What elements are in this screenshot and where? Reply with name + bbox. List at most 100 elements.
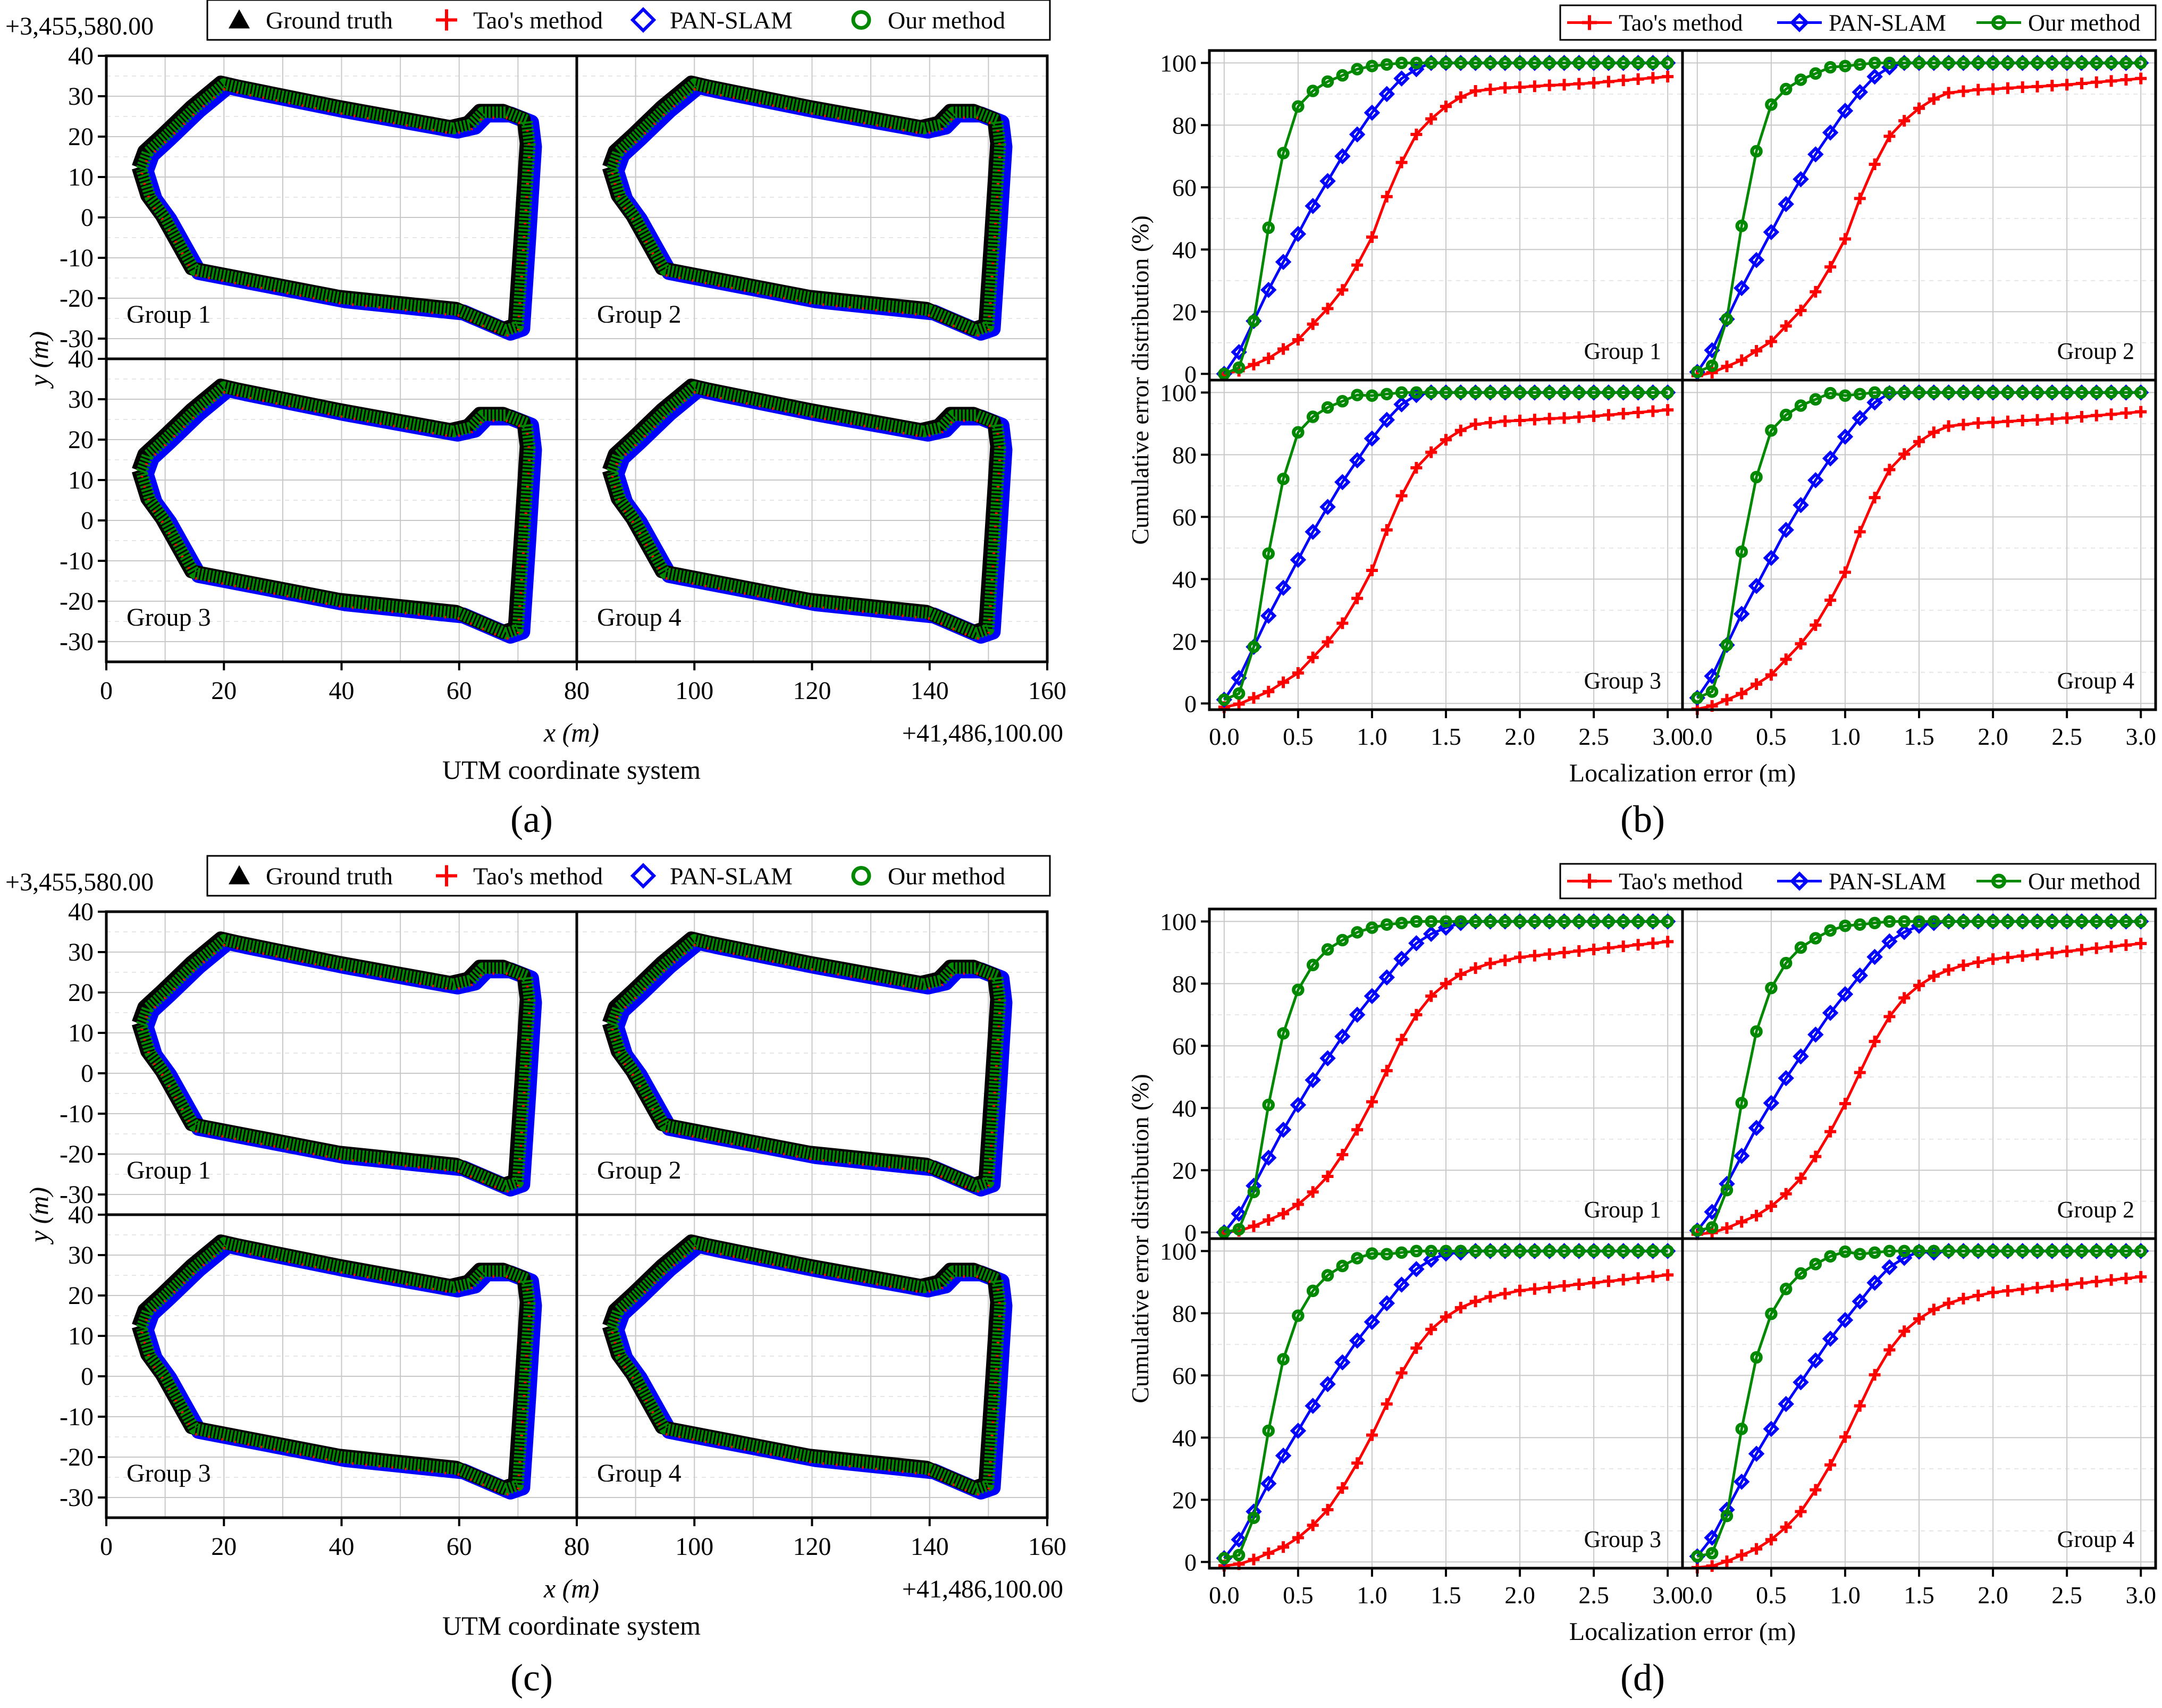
data-point: [1809, 1258, 1822, 1271]
data-point: [2090, 386, 2103, 399]
data-point: [1275, 1122, 1292, 1138]
x-axis-label: Localization error (m): [1569, 1618, 1796, 1646]
data-point: [2090, 56, 2103, 70]
data-point: [1765, 1200, 1777, 1213]
data-point: [1896, 924, 1913, 940]
data-point: [1765, 335, 1777, 348]
data-point: [2105, 56, 2118, 70]
data-point: [1824, 924, 1837, 937]
data-point: [1617, 386, 1630, 399]
data-point: [1248, 1220, 1260, 1232]
data-point: [1260, 608, 1277, 624]
data-point: [1364, 430, 1381, 447]
data-point: [1913, 1244, 1925, 1258]
data-point: [1393, 70, 1410, 87]
legend-label: Our method: [2028, 869, 2140, 895]
data-point: [1734, 1148, 1750, 1164]
group-label: Group 4: [2057, 1526, 2134, 1552]
data-point: [1336, 1482, 1349, 1494]
data-point: [1837, 986, 1854, 1003]
data-point: [1528, 1283, 1541, 1295]
data-point: [1721, 360, 1733, 373]
data-point: [1706, 1560, 1718, 1572]
data-point: [1793, 497, 1809, 514]
data-point: [1957, 1244, 1970, 1258]
x-tick-label: 0.0: [1682, 1581, 1713, 1609]
data-point: [1704, 1529, 1720, 1546]
legend: Ground truth Tao's method PAN-SLAM Our meth…: [206, 0, 1051, 41]
data-point: [1572, 915, 1586, 928]
data-point: [1395, 156, 1408, 169]
y-tick-label: 20: [1172, 1157, 1197, 1184]
data-point: [1218, 1226, 1231, 1239]
data-point: [1410, 1008, 1423, 1021]
data-point: [1957, 915, 1970, 928]
data-point: [1824, 261, 1837, 273]
data-point: [1364, 104, 1381, 121]
data-point: [1408, 1261, 1425, 1277]
data-point: [1336, 1259, 1349, 1273]
data-point: [1720, 313, 1734, 326]
data-point: [1662, 1269, 1674, 1281]
data-point: [1513, 56, 1526, 70]
data-point: [1617, 1274, 1629, 1286]
data-point: [1824, 1250, 1837, 1263]
data-point: [1854, 1400, 1866, 1412]
data-point: [1275, 579, 1292, 596]
y-tick-label: -10: [60, 1403, 94, 1431]
data-point: [1748, 1120, 1765, 1137]
data-point: [1824, 386, 1837, 400]
data-point: [2061, 412, 2073, 424]
data-point: [1336, 933, 1349, 947]
data-point: [1987, 953, 1999, 965]
data-point: [1573, 945, 1585, 957]
legend-label: PAN-SLAM: [670, 863, 793, 890]
y-tick-label: 10: [68, 466, 94, 494]
data-point: [1558, 946, 1570, 958]
data-point: [1810, 1150, 1822, 1163]
data-point: [2016, 915, 2029, 928]
data-point: [2046, 386, 2059, 399]
data-point: [1351, 1252, 1364, 1265]
data-point: [2016, 415, 2029, 427]
data-point: [1336, 1149, 1349, 1161]
data-point: [1852, 967, 1868, 984]
data-point: [1364, 1314, 1381, 1330]
data-point: [1275, 254, 1292, 270]
data-point: [1425, 56, 1437, 70]
y-tick-label: 40: [1172, 1424, 1197, 1451]
data-point: [1632, 406, 1644, 418]
data-point: [1809, 932, 1822, 945]
data-point: [1734, 280, 1750, 297]
data-point: [1410, 1342, 1423, 1354]
data-point: [2046, 80, 2058, 92]
legend-marker: [436, 9, 457, 31]
y-tick-label: -10: [60, 1100, 94, 1128]
data-point: [1307, 318, 1319, 330]
data-point: [2090, 942, 2102, 954]
data-point: [1602, 1275, 1614, 1288]
data-point: [1735, 1097, 1748, 1109]
data-point: [1778, 1395, 1794, 1412]
y-tick-label: 40: [1172, 1095, 1197, 1122]
data-point: [1883, 1244, 1896, 1258]
data-point: [1987, 56, 1999, 70]
data-point: [1807, 1027, 1824, 1043]
data-point: [1423, 925, 1440, 943]
series-line-Our method: [1697, 1249, 2141, 1558]
data-point: [1779, 957, 1793, 970]
data-point: [1957, 1292, 1970, 1305]
y-tick-label: 0: [81, 1362, 94, 1391]
x-tick-label: 120: [793, 1533, 831, 1561]
data-point: [1795, 638, 1807, 650]
data-point: [1306, 85, 1319, 97]
caption: UTM coordinate system: [442, 1611, 701, 1640]
group-label: Group 3: [127, 603, 211, 632]
data-point: [1794, 1267, 1807, 1280]
data-point: [2075, 1244, 2088, 1258]
data-point: [1735, 220, 1748, 232]
data-point: [1334, 148, 1351, 165]
group-label: Group 4: [2057, 668, 2134, 694]
data-point: [1334, 474, 1351, 491]
data-point: [1868, 916, 1881, 930]
